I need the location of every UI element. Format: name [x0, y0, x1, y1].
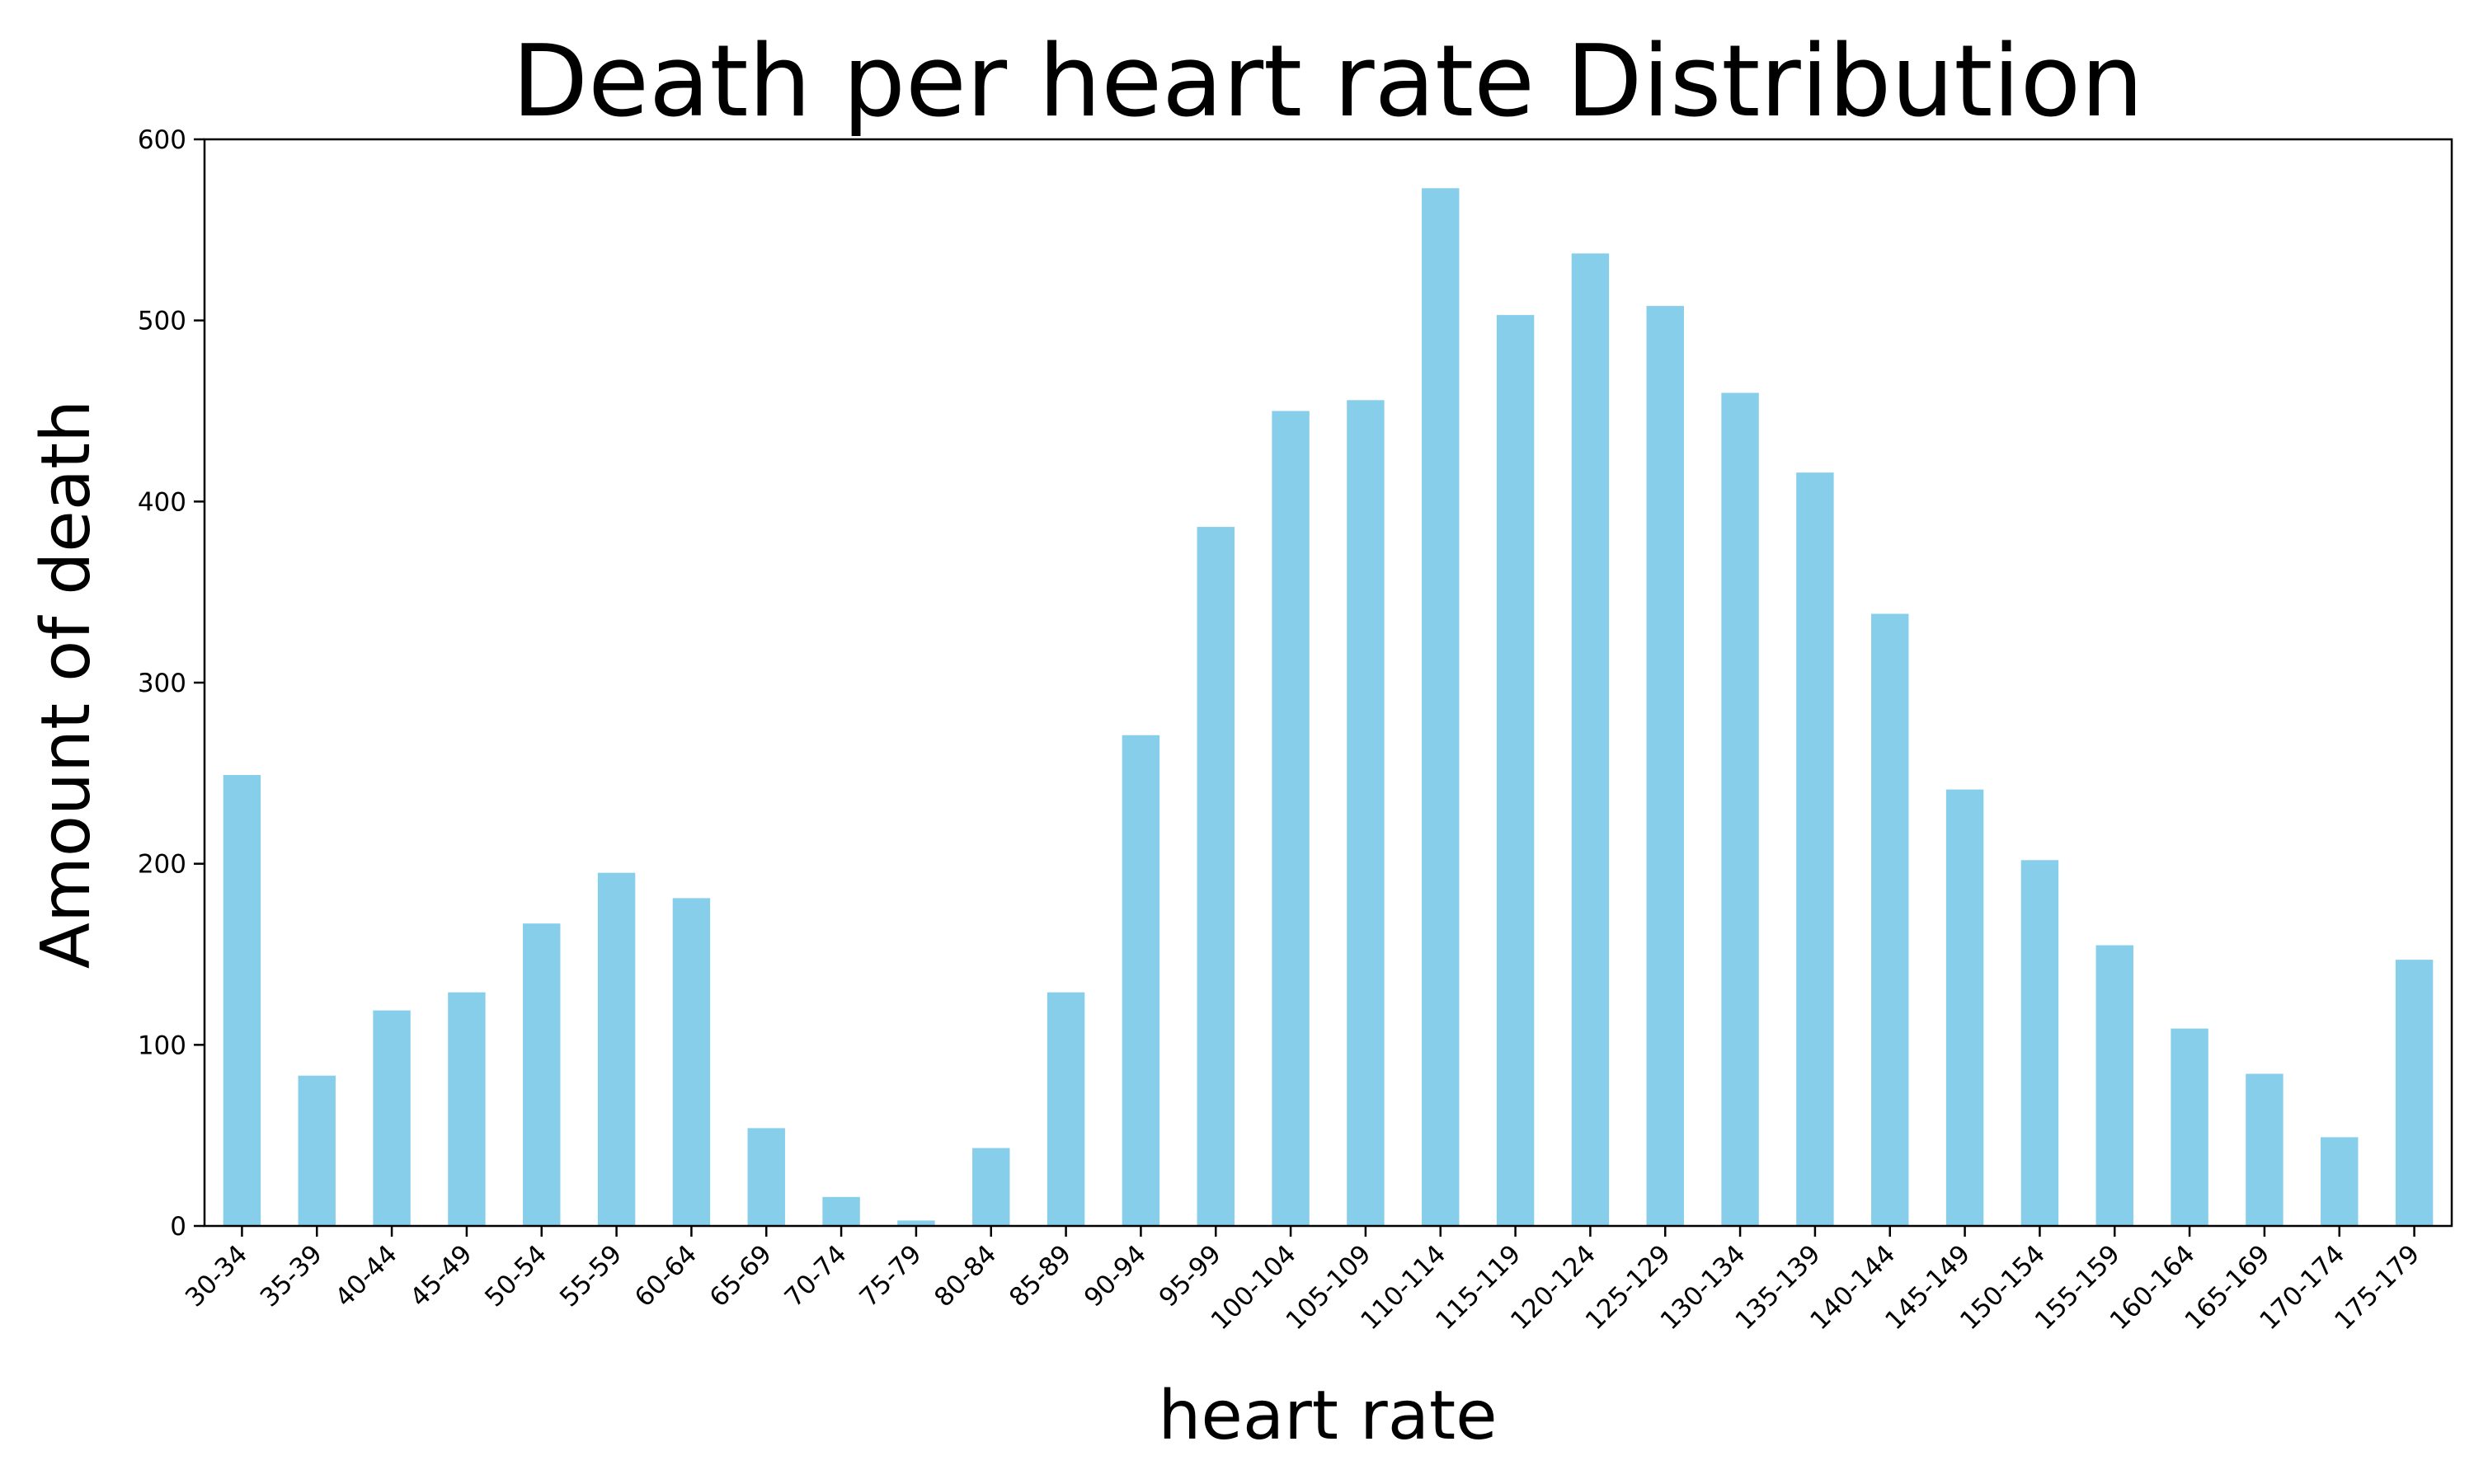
- bar-80-84: [972, 1148, 1010, 1226]
- bar-65-69: [747, 1128, 785, 1226]
- bar-120-124: [1571, 253, 1610, 1226]
- chart-title: Death per heart rate Distribution: [512, 25, 2143, 139]
- x-tick-label: 60-64: [629, 1239, 703, 1313]
- bar-110-114: [1422, 188, 1460, 1226]
- x-tick-label: 65-69: [704, 1239, 778, 1313]
- bar-60-64: [672, 898, 711, 1226]
- bar-85-89: [1047, 992, 1085, 1226]
- y-tick-label: 300: [138, 669, 186, 698]
- bar-125-129: [1646, 306, 1684, 1227]
- bar-155-159: [2095, 945, 2133, 1226]
- y-tick-label: 200: [138, 850, 186, 880]
- y-tick-label: 400: [138, 487, 186, 517]
- bar-100-104: [1272, 411, 1310, 1226]
- plot-frame: [203, 138, 2453, 1228]
- bar-135-139: [1796, 472, 1834, 1226]
- bar-150-154: [2020, 860, 2059, 1226]
- x-tick-label: 40-44: [330, 1239, 403, 1313]
- bar-105-109: [1347, 400, 1385, 1226]
- bar-75-79: [897, 1220, 935, 1226]
- bar-145-149: [1945, 789, 1984, 1226]
- bar-40-44: [373, 1010, 411, 1226]
- bar-115-119: [1496, 315, 1535, 1226]
- bar-35-39: [298, 1075, 336, 1226]
- bar-170-174: [2321, 1137, 2359, 1226]
- y-tick-label: 100: [138, 1031, 186, 1060]
- x-axis-label: heart rate: [1158, 1377, 1497, 1455]
- bars-group: [223, 188, 2434, 1227]
- x-tick-label: 80-84: [929, 1239, 1002, 1313]
- y-tick-label: 0: [170, 1212, 186, 1242]
- x-tick-label: 30-34: [180, 1239, 253, 1313]
- bar-30-34: [223, 775, 261, 1226]
- bar-165-169: [2246, 1073, 2284, 1226]
- bar-50-54: [523, 923, 561, 1226]
- x-tick-label: 95-99: [1154, 1239, 1227, 1313]
- bar-95-99: [1197, 527, 1235, 1226]
- x-tick-label: 90-94: [1079, 1239, 1152, 1313]
- x-tick-label: 70-74: [779, 1239, 853, 1313]
- x-tick-label: 75-79: [854, 1239, 927, 1313]
- x-tick-label: 45-49: [404, 1239, 477, 1313]
- bar-175-179: [2395, 960, 2434, 1226]
- x-tick-label: 55-59: [554, 1239, 628, 1313]
- bar-55-59: [597, 872, 636, 1226]
- y-tick-label: 600: [138, 125, 186, 155]
- bar-140-144: [1871, 613, 1909, 1226]
- x-tick-label: 85-89: [1004, 1239, 1077, 1313]
- x-tick-label: 35-39: [255, 1239, 328, 1313]
- y-tick-label: 500: [138, 307, 186, 336]
- bar-130-134: [1721, 392, 1759, 1226]
- bar-160-164: [2171, 1028, 2208, 1226]
- y-axis-label: Amount of death: [27, 400, 106, 969]
- bar-45-49: [448, 992, 486, 1226]
- bar-70-74: [822, 1196, 860, 1226]
- x-tick-label: 50-54: [479, 1239, 553, 1313]
- bar-90-94: [1122, 735, 1160, 1226]
